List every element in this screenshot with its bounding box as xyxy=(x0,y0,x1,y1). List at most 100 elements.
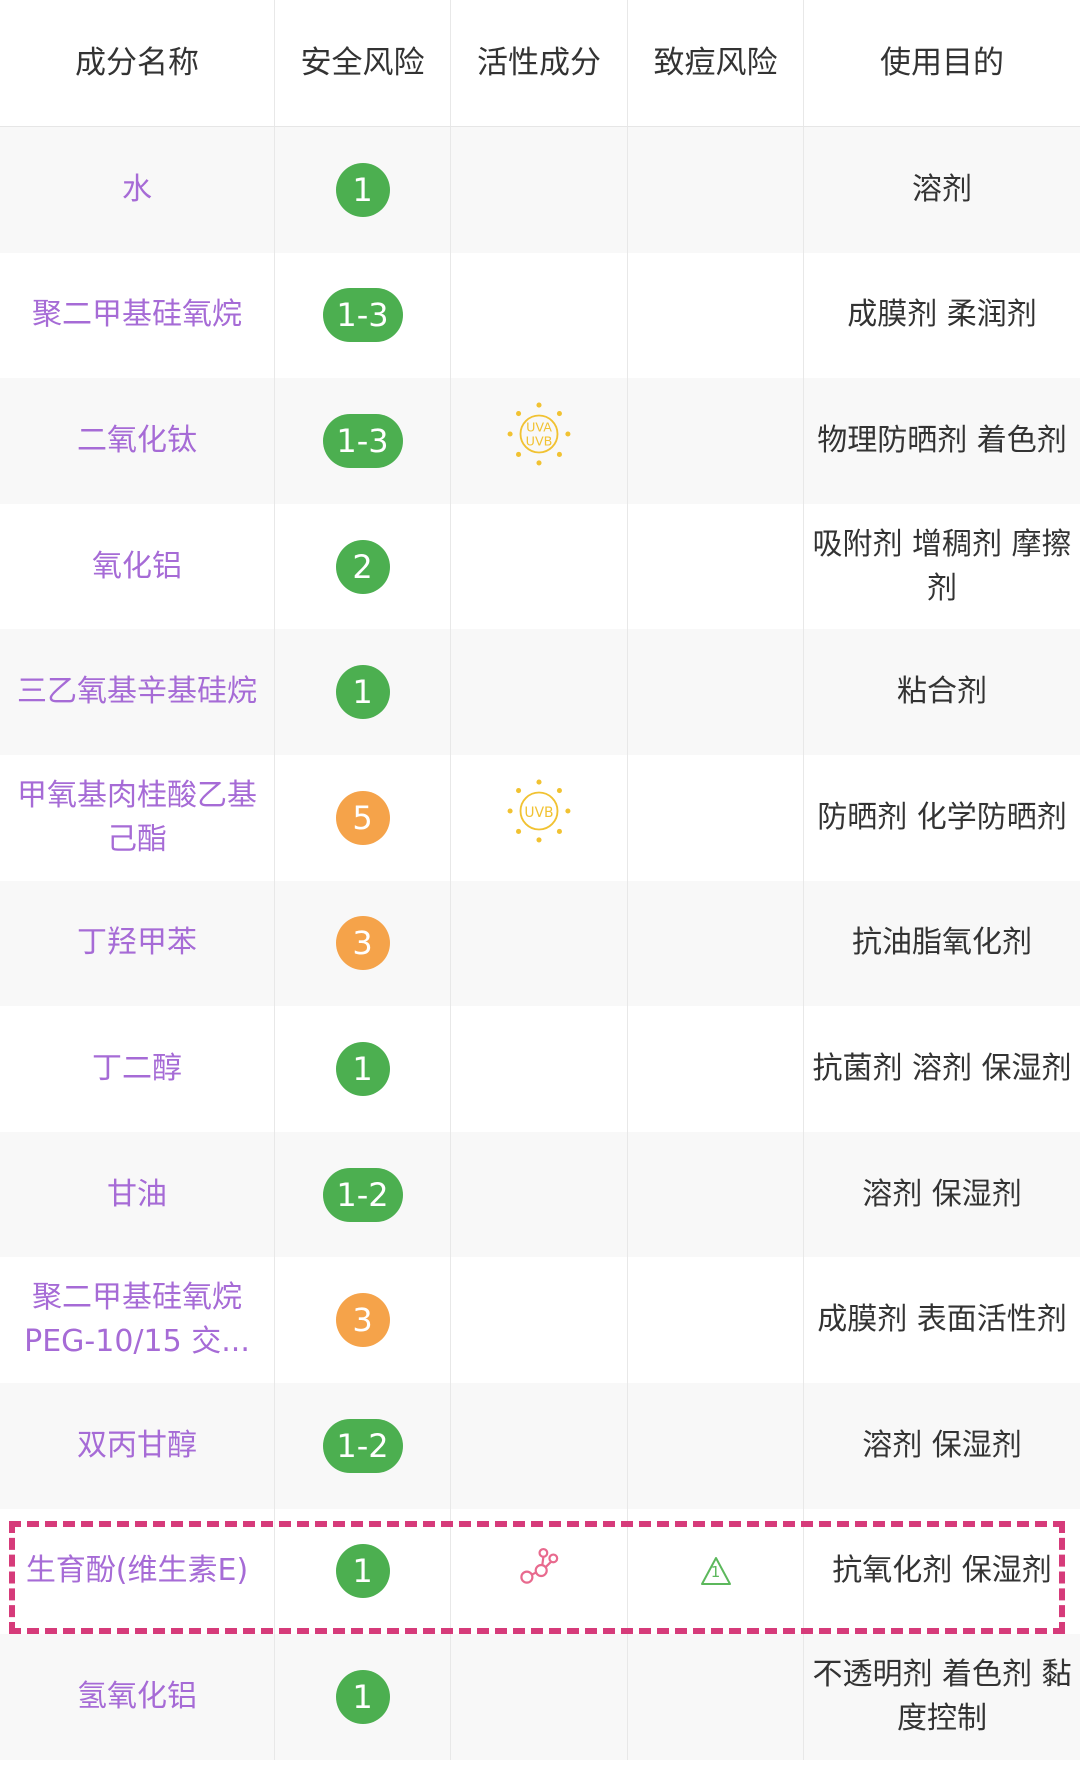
table-row[interactable]: 二氧化钛 1-3 UVA UVB 物理防晒剂 着色剂 xyxy=(0,378,1080,504)
purpose: 溶剂 保湿剂 xyxy=(862,1176,1022,1212)
acne-risk-cell xyxy=(628,1382,804,1509)
risk-badge: 3 xyxy=(335,916,390,971)
ingredient-name[interactable]: 丁二醇 xyxy=(0,1006,275,1132)
ingredient-name[interactable]: 氢氧化铝 xyxy=(0,1634,275,1760)
acne-risk-cell xyxy=(628,1006,804,1132)
table-row[interactable]: 丁二醇 1 抗菌剂 溶剂 保湿剂 xyxy=(0,1006,1080,1132)
purpose: 成膜剂 柔润剂 xyxy=(847,297,1037,333)
safety-risk-cell: 5 xyxy=(275,754,451,881)
table-row[interactable]: 氢氧化铝 1 不透明剂 着色剂 黏度控制 xyxy=(0,1634,1080,1760)
header-purpose: 使用目的 xyxy=(880,45,1004,81)
acne-risk-cell xyxy=(628,754,804,881)
risk-badge: 1-2 xyxy=(322,1418,403,1473)
active-cell: UVB xyxy=(451,754,628,881)
svg-text:UVB: UVB xyxy=(524,805,553,821)
risk-badge: 1 xyxy=(335,1669,390,1724)
acne-risk-cell xyxy=(628,880,804,1007)
safety-risk-cell: 1-2 xyxy=(275,1131,451,1258)
active-cell xyxy=(451,1257,628,1383)
table-row[interactable]: 聚二甲基硅氧烷 1-3 成膜剂 柔润剂 xyxy=(0,252,1080,379)
ingredient-name[interactable]: 生育酚(维生素E) xyxy=(0,1508,275,1635)
safety-risk-cell: 1 xyxy=(275,127,451,253)
ingredient-name[interactable]: 甲氧基肉桂酸乙基己酯 xyxy=(0,754,275,881)
purpose: 溶剂 保湿剂 xyxy=(862,1427,1022,1463)
header-name: 成分名称 xyxy=(0,0,275,126)
risk-badge: 5 xyxy=(335,790,390,845)
table-row[interactable]: 甘油 1-2 溶剂 保湿剂 xyxy=(0,1131,1080,1258)
risk-badge: 1-3 xyxy=(322,413,403,468)
risk-badge: 1 xyxy=(335,1041,390,1096)
safety-risk-cell: 1-3 xyxy=(275,252,451,379)
acne-risk-cell xyxy=(628,1634,804,1760)
purpose: 抗菌剂 溶剂 保湿剂 xyxy=(812,1050,1072,1086)
svg-text:UVB: UVB xyxy=(526,434,553,449)
active-cell xyxy=(451,1634,628,1760)
table-row[interactable]: 丁羟甲苯 3 抗油脂氧化剂 xyxy=(0,880,1080,1007)
safety-risk-cell: 3 xyxy=(275,1257,451,1383)
ingredient-name[interactable]: 三乙氧基辛基硅烷 xyxy=(0,629,275,755)
table-row[interactable]: 氧化铝 2 吸附剂 增稠剂 摩擦剂 xyxy=(0,503,1080,630)
purpose: 成膜剂 表面活性剂 xyxy=(817,1302,1067,1338)
acne-risk-cell xyxy=(628,252,804,379)
risk-badge: 1-2 xyxy=(322,1167,403,1222)
acne-risk-cell xyxy=(628,503,804,630)
header-acne-risk: 致痘风险 xyxy=(628,0,804,126)
ingredient-name[interactable]: 聚二甲基硅氧烷PEG-10/15 交... xyxy=(0,1257,275,1383)
ingredient-name[interactable]: 丁羟甲苯 xyxy=(0,880,275,1007)
svg-text:UVA: UVA xyxy=(526,420,552,435)
risk-badge: 3 xyxy=(335,1293,390,1348)
ingredient-name[interactable]: 双丙甘醇 xyxy=(0,1382,275,1509)
safety-risk-cell: 3 xyxy=(275,880,451,1007)
risk-badge: 1 xyxy=(335,665,390,720)
active-cell xyxy=(451,1131,628,1258)
table-row[interactable]: 双丙甘醇 1-2 溶剂 保湿剂 xyxy=(0,1382,1080,1509)
uva-uvb-sun-icon: UVA UVB xyxy=(502,397,576,484)
active-cell xyxy=(451,1382,628,1509)
active-cell xyxy=(451,252,628,379)
safety-risk-cell: 1 xyxy=(275,1634,451,1760)
purpose: 抗油脂氧化剂 xyxy=(852,925,1032,961)
safety-risk-cell: 1 xyxy=(275,1006,451,1132)
ingredient-name[interactable]: 甘油 xyxy=(0,1131,275,1258)
safety-risk-cell: 1-3 xyxy=(275,378,451,504)
active-cell xyxy=(451,1006,628,1132)
header-safety-risk: 安全风险 xyxy=(275,0,451,126)
active-cell xyxy=(451,880,628,1007)
risk-badge: 1-3 xyxy=(322,288,403,343)
risk-badge: 1 xyxy=(335,1544,390,1599)
ingredient-name[interactable]: 聚二甲基硅氧烷 xyxy=(0,252,275,379)
ingredient-name[interactable]: 二氧化钛 xyxy=(0,378,275,504)
purpose: 物理防晒剂 着色剂 xyxy=(817,422,1067,458)
ingredient-name[interactable]: 氧化铝 xyxy=(0,503,275,630)
molecule-icon xyxy=(517,1543,561,1600)
table-header: 成分名称 安全风险 活性成分 致痘风险 使用目的 xyxy=(0,0,1080,127)
ingredient-name[interactable]: 水 xyxy=(0,127,275,253)
table-row[interactable]: 生育酚(维生素E) 1 1 抗氧化剂 保湿剂 xyxy=(0,1508,1080,1635)
active-cell xyxy=(451,1508,628,1635)
acne-risk-cell xyxy=(628,1131,804,1258)
acne-risk-cell: 1 xyxy=(628,1508,804,1635)
risk-badge: 2 xyxy=(335,539,390,594)
purpose: 粘合剂 xyxy=(897,674,987,710)
acne-risk-cell xyxy=(628,378,804,504)
safety-risk-cell: 1-2 xyxy=(275,1382,451,1509)
active-cell xyxy=(451,629,628,755)
table-row[interactable]: 三乙氧基辛基硅烷 1 粘合剂 xyxy=(0,629,1080,755)
table-row[interactable]: 甲氧基肉桂酸乙基己酯 5 UVB 防晒剂 化学防晒剂 xyxy=(0,754,1080,881)
header-active: 活性成分 xyxy=(451,0,628,126)
safety-risk-cell: 1 xyxy=(275,1508,451,1635)
active-cell: UVA UVB xyxy=(451,378,628,504)
acne-risk-cell xyxy=(628,127,804,253)
risk-badge: 1 xyxy=(335,162,390,217)
uvb-sun-icon: UVB xyxy=(502,774,576,861)
table-row[interactable]: 聚二甲基硅氧烷PEG-10/15 交... 3 成膜剂 表面活性剂 xyxy=(0,1257,1080,1383)
purpose: 不透明剂 着色剂 黏度控制 xyxy=(812,1656,1072,1736)
safety-risk-cell: 2 xyxy=(275,503,451,630)
purpose: 抗氧化剂 保湿剂 xyxy=(832,1553,1052,1589)
active-cell xyxy=(451,127,628,253)
purpose: 溶剂 xyxy=(912,171,972,207)
table-row[interactable]: 水 1 溶剂 xyxy=(0,127,1080,253)
purpose: 吸附剂 增稠剂 摩擦剂 xyxy=(812,526,1072,606)
acne-risk-cell xyxy=(628,629,804,755)
